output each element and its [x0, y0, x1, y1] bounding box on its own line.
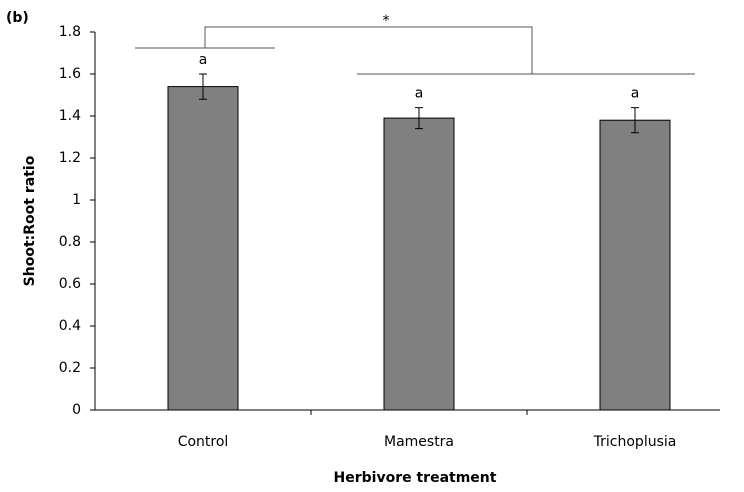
y-tick-label: 1 [72, 192, 81, 208]
y-tick-label: 0.4 [59, 318, 81, 334]
y-tick-label: 0 [72, 402, 81, 418]
x-tick-label: Trichoplusia [593, 434, 677, 450]
group-letter: a [631, 86, 640, 102]
bar [383, 117, 455, 411]
x-tick-label: Control [178, 434, 229, 450]
y-tick-label: 0.6 [59, 276, 81, 292]
significance-mark: * [383, 13, 390, 29]
bar [167, 86, 239, 411]
error-bar [415, 107, 423, 130]
y-tick-label: 0.8 [59, 234, 81, 250]
group-letter: a [415, 86, 424, 102]
error-bar [631, 107, 639, 134]
bar [599, 119, 671, 411]
x-tick-label: Mamestra [384, 434, 454, 450]
y-tick-label: 1.6 [59, 66, 81, 82]
error-bar [199, 73, 207, 100]
group-letter: a [199, 52, 208, 68]
x-axis-label: Herbivore treatment [334, 470, 497, 486]
y-tick-label: 1.4 [59, 108, 81, 124]
y-tick-label: 1.8 [59, 24, 81, 40]
panel-label: (b) [6, 10, 29, 26]
y-tick-label: 0.2 [59, 360, 81, 376]
y-tick-label: 1.2 [59, 150, 81, 166]
y-axis-label: Shoot:Root ratio [22, 155, 38, 286]
bracket [204, 26, 533, 74]
